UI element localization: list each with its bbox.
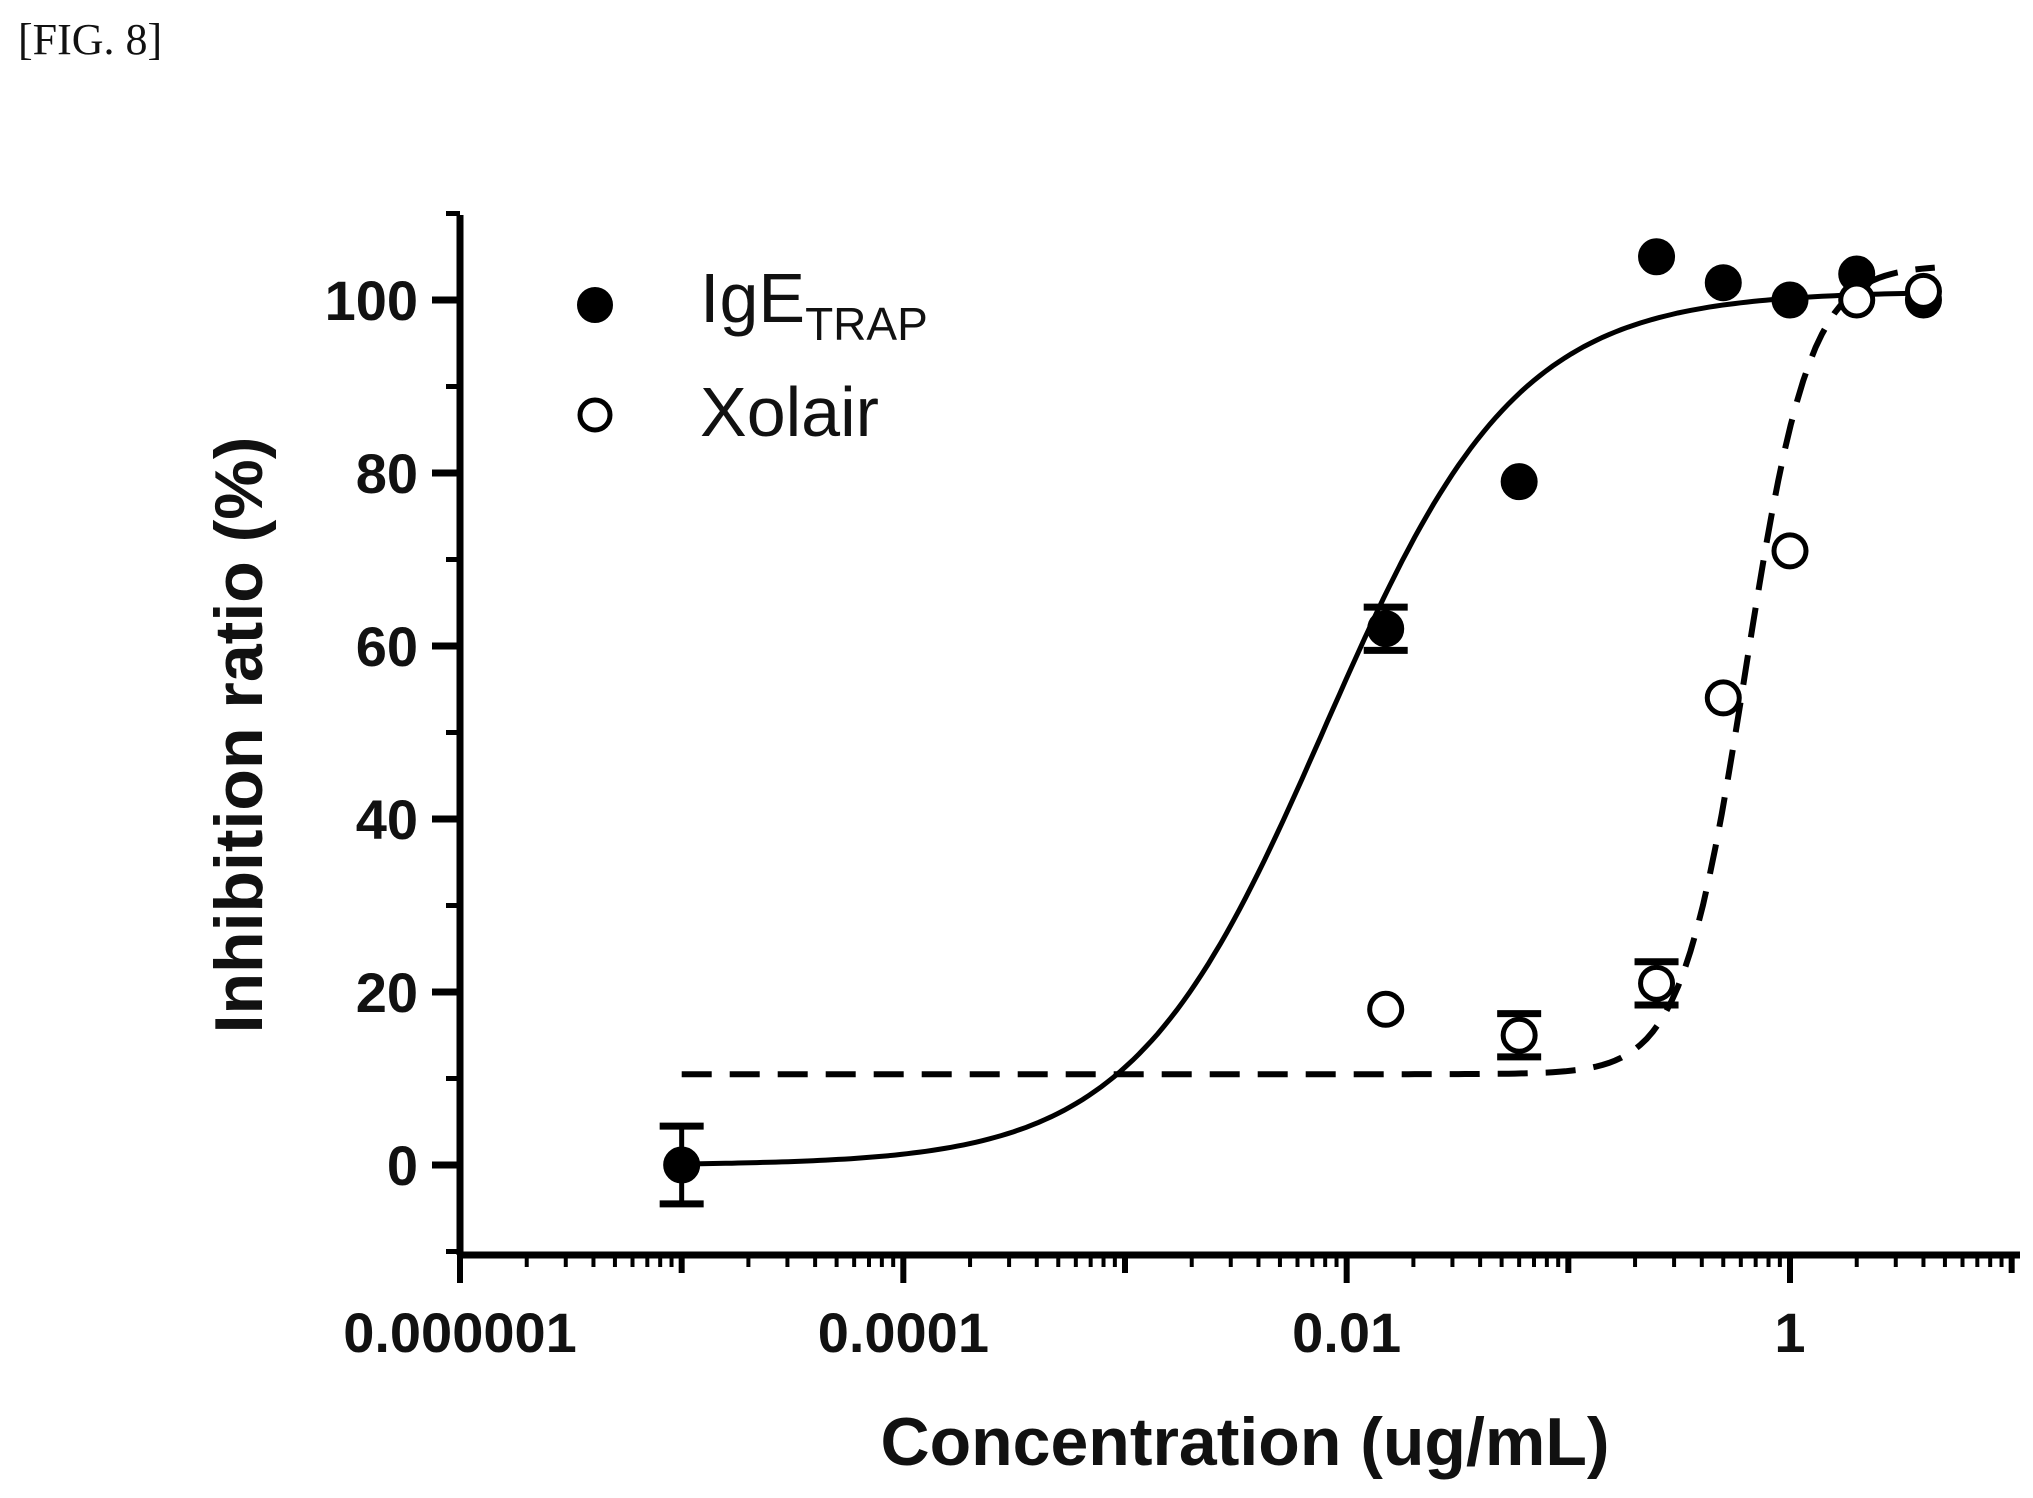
point-xolair [1904,272,1942,310]
point-ige-trap [1704,264,1742,302]
x-tick-label: 0.000001 [343,1301,577,1364]
legend: IgETRAP Xolair [577,259,928,451]
x-tick-label: 1 [1774,1301,1805,1364]
legend-marker-ige-trap [577,287,613,323]
y-axis-title: Inhibition ratio (%) [201,437,277,1034]
y-tick-label: 20 [356,961,418,1024]
point-xolair [1771,532,1809,570]
figure-label: [FIG. 8] [18,15,163,64]
data-points [659,238,1942,1208]
x-tick-label: 0.0001 [818,1301,989,1364]
legend-label-xolair: Xolair [700,373,879,451]
point-xolair [1500,1016,1538,1054]
x-axis-title: Concentration (ug/mL) [880,1404,1609,1480]
legend-marker-xolair [577,397,613,433]
x-tick-label: 0.01 [1292,1301,1401,1364]
fit-curve-xolair [681,264,1936,1078]
legend-label-ige-trap-main: IgE [700,259,805,337]
point-xolair [1638,964,1676,1002]
point-xolair [1367,990,1405,1028]
fit-curves [681,264,1936,1167]
y-tick-label: 100 [325,269,418,332]
point-ige-trap [1500,463,1538,501]
point-xolair [1704,679,1742,717]
point-ige-trap [663,1146,701,1184]
point-ige-trap [1638,238,1676,276]
y-tick-label: 0 [387,1134,418,1197]
y-tick-label: 40 [356,788,418,851]
axes: 0 20 40 60 80 100 0.000001 0.0001 0.01 1 [325,211,2020,1364]
y-tick-label: 80 [356,442,418,505]
legend-label-ige-trap: IgETRAP [700,259,928,350]
y-tick-label: 60 [356,615,418,678]
point-ige-trap [1771,281,1809,319]
point-xolair [1838,281,1876,319]
legend-label-ige-trap-sub: TRAP [805,298,928,350]
fit-curve-ige-trap [681,290,1935,1167]
point-ige-trap [1367,610,1405,648]
